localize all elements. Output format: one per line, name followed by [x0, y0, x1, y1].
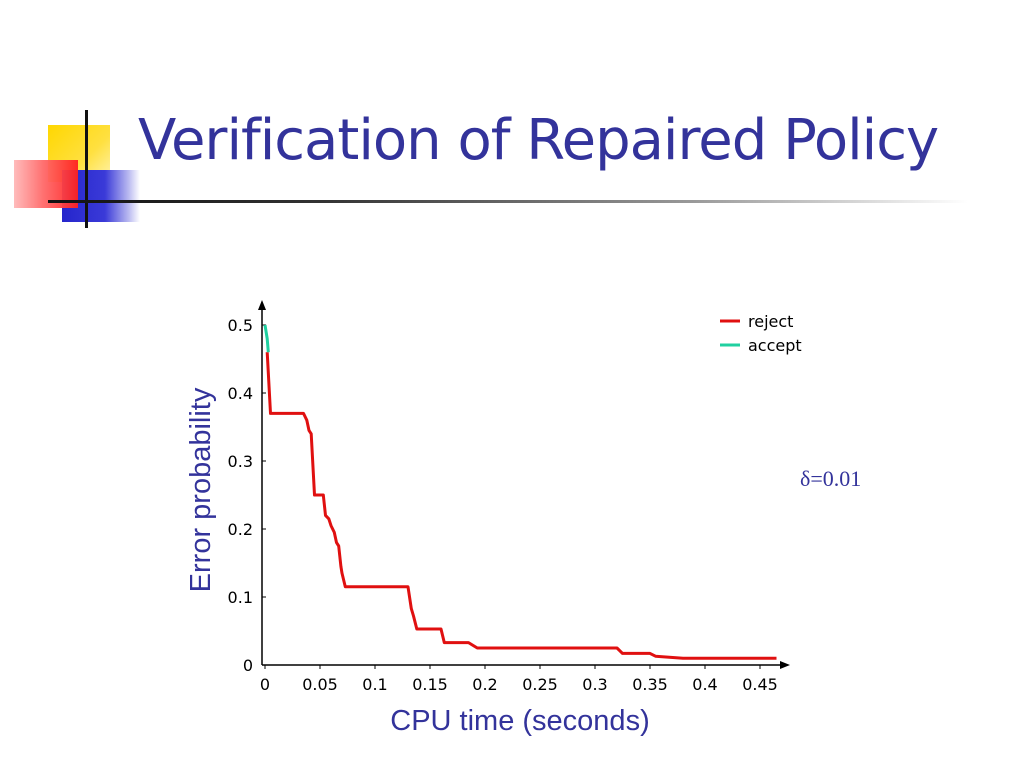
y-tick-label: 0.1 — [228, 588, 253, 607]
x-tick-label: 0 — [260, 675, 270, 694]
x-tick-label: 0.35 — [632, 675, 668, 694]
x-tick-label: 0.25 — [522, 675, 558, 694]
x-tick-label: 0.2 — [472, 675, 497, 694]
x-tick-label: 0.45 — [742, 675, 778, 694]
y-axis-label: Error probability — [185, 387, 217, 592]
y-tick-label: 0.4 — [228, 384, 253, 403]
x-tick-label: 0.3 — [582, 675, 607, 694]
series-line-reject — [265, 352, 777, 660]
chart-axes — [258, 300, 790, 669]
x-ticks: 0 0.05 0.1 0.15 0.2 0.25 0.3 0.35 0.4 0.45 — [260, 665, 778, 694]
delta-annotation: δ=0.01 — [800, 466, 862, 491]
y-ticks: 0 0.1 0.2 0.3 0.4 0.5 — [228, 316, 266, 675]
x-tick-label: 0.15 — [412, 675, 448, 694]
decor-vertical-line — [85, 110, 88, 228]
series-line-accept — [263, 324, 270, 353]
y-tick-label: 0.2 — [228, 520, 253, 539]
legend-label-accept: accept — [748, 336, 802, 355]
chart-legend: reject accept — [720, 312, 802, 355]
legend-label-reject: reject — [748, 312, 793, 331]
y-tick-label: 0.3 — [228, 452, 253, 471]
y-tick-label: 0.5 — [228, 316, 253, 335]
x-tick-label: 0.4 — [692, 675, 717, 694]
y-tick-label: 0 — [243, 656, 253, 675]
x-tick-label: 0.1 — [362, 675, 387, 694]
x-axis-arrow — [780, 661, 790, 669]
x-tick-label: 0.05 — [302, 675, 338, 694]
slide-title: Verification of Repaired Policy — [138, 108, 939, 173]
x-axis-label: CPU time (seconds) — [390, 705, 649, 737]
decor-title-underline — [48, 200, 968, 203]
series-layer — [263, 324, 777, 660]
y-axis-arrow — [258, 300, 266, 310]
